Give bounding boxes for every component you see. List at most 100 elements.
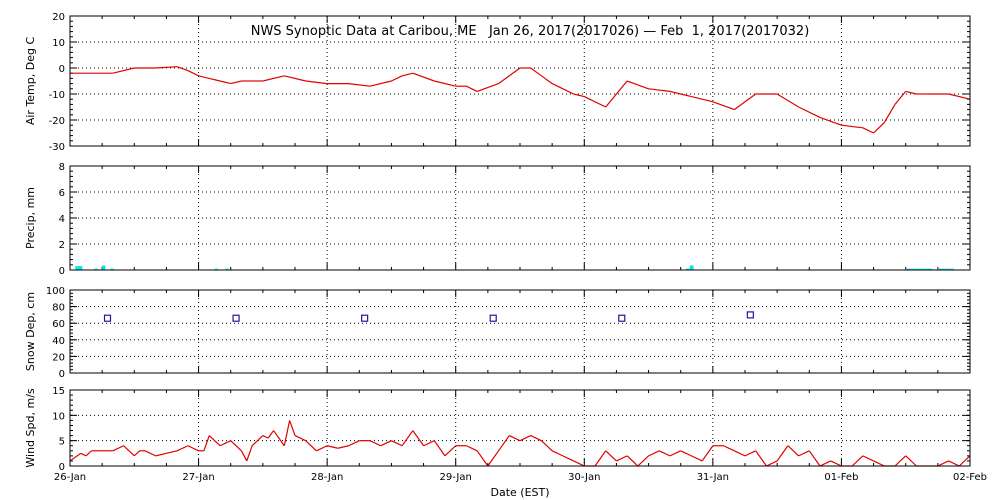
data-line-segment — [905, 90, 917, 95]
data-line-segment — [230, 440, 242, 452]
data-line-segment — [733, 93, 757, 111]
data-line-segment — [948, 93, 971, 100]
y-tick-label: -20 — [49, 116, 65, 127]
y-tick-label: 4 — [59, 214, 65, 225]
data-line-segment — [434, 80, 456, 87]
y-tick-label: 0 — [59, 266, 65, 277]
data-bar — [689, 265, 694, 270]
data-line-segment — [123, 445, 135, 457]
data-line-segment — [369, 80, 392, 87]
data-line-segment — [766, 460, 778, 467]
x-axis-label: Date (EST) — [490, 486, 549, 499]
data-line-segment — [691, 96, 713, 103]
data-bar — [225, 268, 229, 270]
data-line-segment — [262, 75, 285, 82]
data-line-segment — [883, 104, 896, 123]
data-line-segment — [744, 450, 756, 457]
data-bar — [102, 265, 106, 270]
panel-wind-speed: 15 10 5 0 Wind Spd, m/s — [24, 386, 971, 473]
data-line-segment — [273, 430, 285, 447]
data-line-segment — [894, 91, 907, 105]
data-line-segment — [573, 93, 585, 98]
y-tick-label: -30 — [49, 142, 65, 153]
data-line-segment — [262, 435, 269, 439]
y-tick-label: 60 — [52, 319, 65, 330]
data-line-segment — [787, 445, 799, 457]
data-line-segment — [862, 127, 874, 134]
data-line-segment — [669, 450, 681, 457]
data-bar — [94, 268, 98, 270]
panel-snow-depth: 100 80 60 40 20 0 Snow Dep, cm — [24, 286, 971, 380]
data-line-segment — [155, 66, 178, 69]
y-tick-label: 100 — [46, 286, 65, 297]
data-line-segment — [819, 116, 842, 126]
y-tick-label: 2 — [59, 240, 65, 251]
x-tick-label: 31-Jan — [697, 472, 729, 483]
data-point — [103, 314, 112, 322]
data-line-segment — [433, 440, 446, 457]
data-line-segment — [369, 440, 381, 447]
data-line-segment — [562, 455, 574, 462]
data-line-segment — [203, 435, 210, 451]
data-line-segment — [530, 435, 542, 442]
y-tick-label: 0 — [59, 369, 65, 380]
data-line-segment — [808, 450, 821, 467]
data-line-segment — [487, 450, 500, 467]
data-line-segment — [380, 440, 392, 447]
x-tick-label: 01-Feb — [824, 472, 858, 483]
y-axis-label: Precip, mm — [24, 187, 37, 249]
data-line-segment — [166, 450, 178, 454]
data-line-segment — [648, 88, 671, 92]
data-point — [361, 314, 369, 322]
data-line-segment — [509, 435, 521, 442]
data-line-segment — [348, 440, 360, 447]
data-line-segment — [605, 450, 617, 462]
x-tick-label: 26-Jan — [54, 472, 86, 483]
data-line-segment — [541, 75, 553, 85]
data-line-segment — [187, 70, 199, 77]
data-bar — [905, 268, 933, 270]
data-line-segment — [937, 460, 949, 467]
data-line-segment — [402, 72, 413, 77]
y-tick-label: 20 — [52, 352, 65, 363]
data-line-segment — [551, 450, 564, 457]
data-line-segment — [267, 430, 275, 439]
data-line-segment — [958, 455, 971, 467]
data-line-segment — [423, 440, 435, 447]
data-line-segment — [498, 435, 510, 452]
data-line-segment — [444, 445, 457, 457]
data-line-segment — [176, 66, 189, 72]
data-line-segment — [659, 450, 671, 457]
y-tick-label: 6 — [59, 188, 65, 199]
data-line-segment — [541, 440, 553, 452]
data-line-segment — [219, 80, 231, 85]
data-line-segment — [851, 455, 864, 467]
data-line-segment — [819, 460, 831, 467]
data-line-segment — [69, 452, 82, 462]
y-tick-label: 5 — [59, 437, 65, 448]
data-line-segment — [594, 450, 607, 467]
data-line-segment — [391, 440, 403, 447]
data-line-segment — [894, 455, 907, 467]
data-line-segment — [841, 124, 863, 129]
data-line-segment — [305, 80, 328, 85]
y-tick-label: 10 — [52, 411, 65, 422]
data-point — [232, 314, 240, 322]
x-tick-label: 27-Jan — [182, 472, 214, 483]
data-line-segment — [144, 450, 156, 457]
data-line-segment — [905, 455, 917, 467]
y-axis-label: Wind Spd, m/s — [24, 388, 37, 468]
data-line-segment — [830, 460, 842, 467]
data-line-segment — [412, 72, 435, 82]
data-line-segment — [80, 452, 87, 457]
data-line-segment — [584, 96, 606, 108]
data-line-segment — [669, 90, 681, 95]
data-line-segment — [680, 450, 692, 457]
data-line-segment — [637, 455, 649, 467]
data-line-segment — [219, 440, 231, 447]
chart-title: NWS Synoptic Data at Caribou, ME Jan 26,… — [251, 24, 810, 39]
data-line-segment — [616, 455, 628, 462]
data-line-segment — [873, 460, 885, 467]
